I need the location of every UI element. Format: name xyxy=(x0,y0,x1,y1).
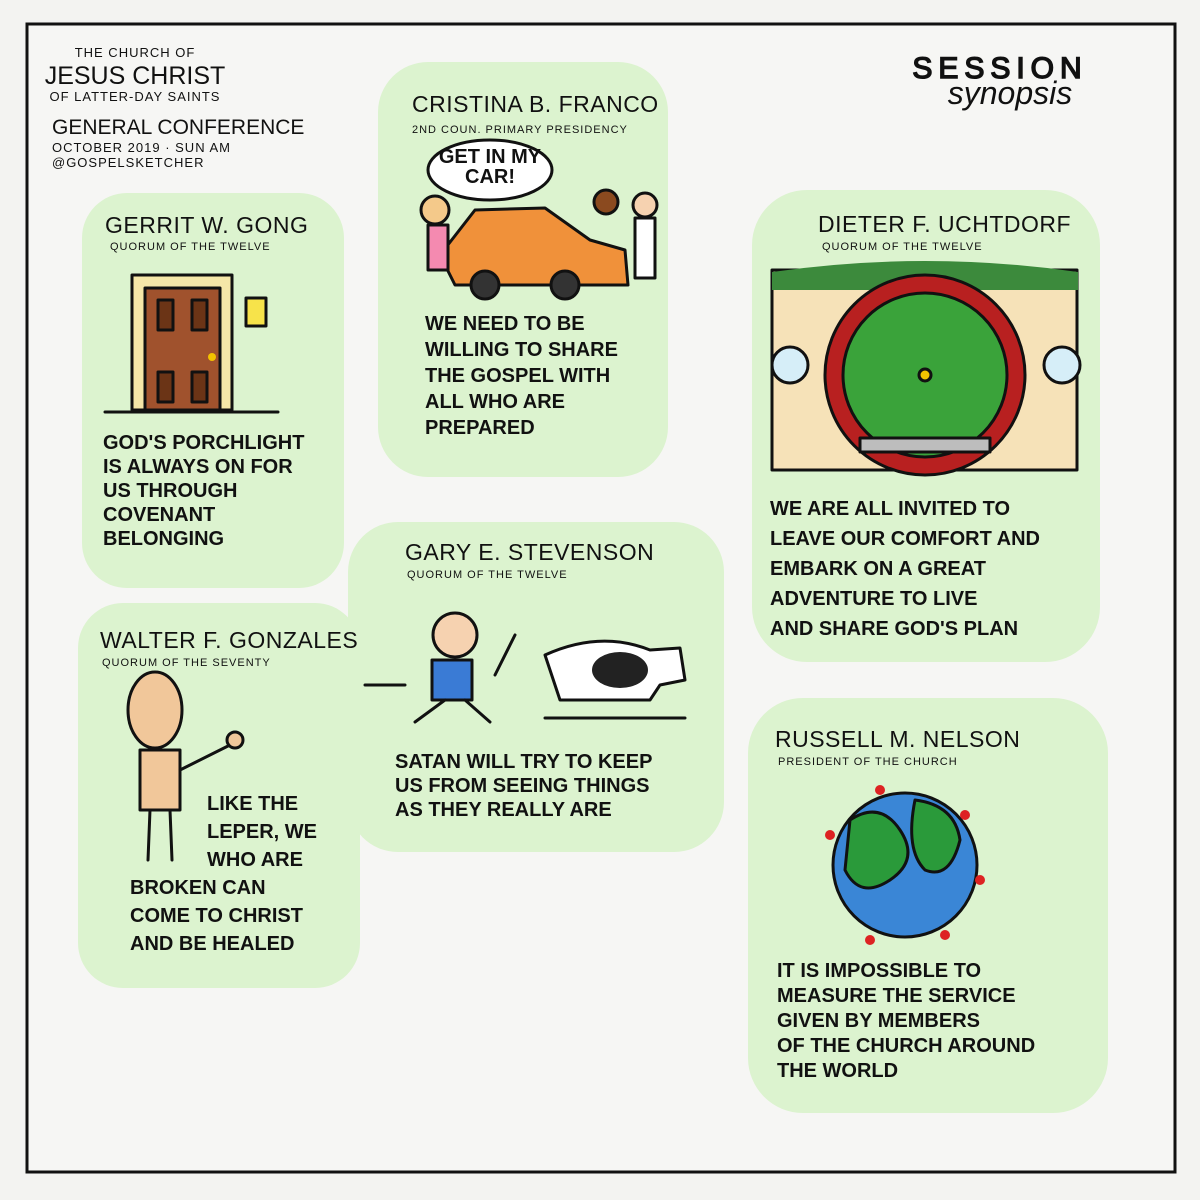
badge: SESSION synopsis xyxy=(912,51,1087,111)
car-illustration xyxy=(419,138,659,301)
speaker-name: CRISTINA B. FRANCO xyxy=(412,91,659,117)
message-line: THE GOSPEL WITH xyxy=(425,365,610,387)
message-line: LIKE THE xyxy=(207,793,298,815)
message-line: WHO ARE xyxy=(207,849,303,871)
speech-bubble-text: CAR! xyxy=(465,166,515,188)
header-line: OF LATTER-DAY SAINTS xyxy=(50,89,221,104)
hobbit-door-illustration xyxy=(770,261,1082,477)
speaker-name: GARY E. STEVENSON xyxy=(405,539,654,565)
panel-bg xyxy=(348,522,724,852)
event-name: GENERAL CONFERENCE xyxy=(52,116,304,139)
message-line: WE NEED TO BE xyxy=(425,313,585,335)
message-line: ADVENTURE TO LIVE xyxy=(770,588,977,610)
message-line: OF THE CHURCH AROUND xyxy=(777,1035,1035,1057)
message-line: BELONGING xyxy=(103,528,224,550)
badge-title: SESSION xyxy=(912,52,1087,85)
speaker-role: QUORUM OF THE SEVENTY xyxy=(102,657,271,669)
message-line: US THROUGH xyxy=(103,480,237,502)
door-illustration xyxy=(103,273,280,414)
message-line: AND SHARE GOD'S PLAN xyxy=(770,618,1018,640)
message-line: THE WORLD xyxy=(777,1060,898,1082)
message-line: BROKEN CAN xyxy=(130,877,266,899)
message-line: MEASURE THE SERVICE xyxy=(777,985,1016,1007)
mummy-illustration xyxy=(126,670,245,862)
message-line: PREPARED xyxy=(425,417,535,439)
speaker-name: WALTER F. GONZALES xyxy=(100,627,358,653)
speaker-role: PRESIDENT OF THE CHURCH xyxy=(778,756,958,768)
speaker-name: GERRIT W. GONG xyxy=(105,212,308,238)
speaker-role: QUORUM OF THE TWELVE xyxy=(407,569,568,581)
message-line: LEAVE OUR COMFORT AND xyxy=(770,528,1040,550)
message-line: GIVEN BY MEMBERS xyxy=(777,1010,980,1032)
runner-illustration xyxy=(363,611,687,724)
header: THE CHURCH OF JESUS CHRIST OF LATTER-DAY… xyxy=(45,45,305,170)
message-line: US FROM SEEING THINGS xyxy=(395,775,649,797)
speaker-role: 2ND COUN. PRIMARY PRESIDENCY xyxy=(412,124,628,136)
message-line: AS THEY REALLY ARE xyxy=(395,799,612,821)
speaker-role: QUORUM OF THE TWELVE xyxy=(822,241,983,253)
badge-subtitle: synopsis xyxy=(948,75,1073,111)
header-line: THE CHURCH OF xyxy=(75,45,196,60)
message-line: EMBARK ON A GREAT xyxy=(770,558,986,580)
speaker-name: DIETER F. UCHTDORF xyxy=(818,211,1071,237)
globe-illustration xyxy=(825,785,985,945)
message-line: COVENANT xyxy=(103,504,215,526)
message-line: AND BE HEALED xyxy=(130,933,294,955)
header-title: JESUS CHRIST xyxy=(45,62,226,90)
message-line: SATAN WILL TRY TO KEEP xyxy=(395,751,652,773)
speech-bubble-text: GET IN MY xyxy=(439,146,542,168)
message-line: IS ALWAYS ON FOR xyxy=(103,456,293,478)
message-line: GOD'S PORCHLIGHT xyxy=(103,432,304,454)
message-line: WE ARE ALL INVITED TO xyxy=(770,498,1010,520)
message-line: LEPER, WE xyxy=(207,821,317,843)
handle: @GOSPELSKETCHER xyxy=(52,155,204,170)
message-line: WILLING TO SHARE xyxy=(425,339,618,361)
message-line: COME TO CHRIST xyxy=(130,905,303,927)
session-date: OCTOBER 2019 · SUN AM xyxy=(52,140,231,155)
message-line: ALL WHO ARE xyxy=(425,391,565,413)
speaker-name: RUSSELL M. NELSON xyxy=(775,726,1020,752)
speaker-role: QUORUM OF THE TWELVE xyxy=(110,241,271,253)
message-line: IT IS IMPOSSIBLE TO xyxy=(777,960,981,982)
